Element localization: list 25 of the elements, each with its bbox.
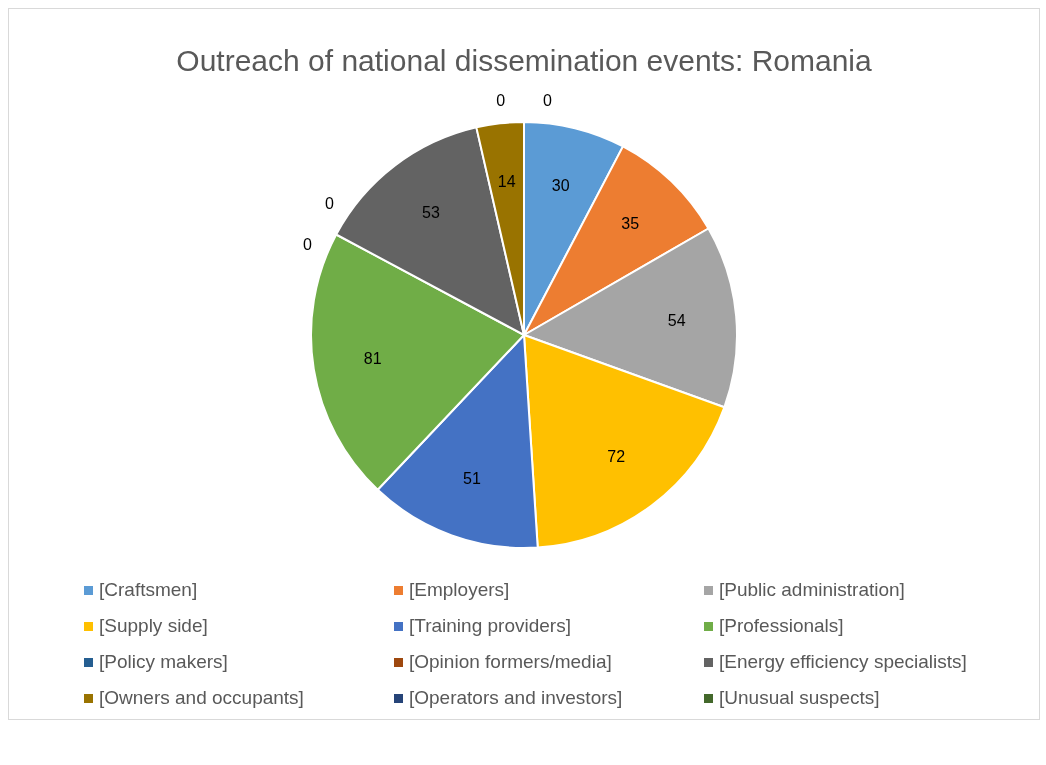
data-label: 54 bbox=[667, 311, 686, 329]
chart-title: Outreach of national dissemination events: Romania bbox=[176, 44, 873, 78]
legend-label: [Opinion formers/media] bbox=[409, 651, 612, 673]
text: 0 bbox=[302, 236, 312, 254]
data-label: 51 bbox=[463, 469, 481, 487]
text: 0 bbox=[496, 92, 506, 110]
data-label: 53 bbox=[421, 203, 440, 221]
legend-label: [Craftsmen] bbox=[99, 579, 198, 601]
data-label: 14 bbox=[497, 173, 516, 191]
legend-label: [Policy makers] bbox=[99, 651, 228, 673]
legend-label: [Energy efficiency specialists] bbox=[719, 651, 967, 673]
legend-label: [Unusual suspects] bbox=[719, 687, 880, 709]
data-label: 81 bbox=[363, 350, 382, 368]
text: 0 bbox=[542, 92, 552, 110]
data-label: 30 bbox=[551, 176, 570, 194]
legend-label: [Public administration] bbox=[719, 579, 905, 601]
data-label: 35 bbox=[621, 214, 640, 232]
legend-label: [Owners and occupants] bbox=[99, 687, 304, 709]
data-label: 72 bbox=[607, 448, 626, 466]
legend-label: [Employers] bbox=[409, 579, 510, 601]
legend-label: [Operators and investors] bbox=[409, 687, 623, 709]
legend-label: [Professionals] bbox=[719, 615, 844, 637]
text: 0 bbox=[325, 194, 334, 212]
legend-label: [Training providers] bbox=[409, 615, 571, 637]
legend-label: [Supply side] bbox=[99, 615, 208, 637]
